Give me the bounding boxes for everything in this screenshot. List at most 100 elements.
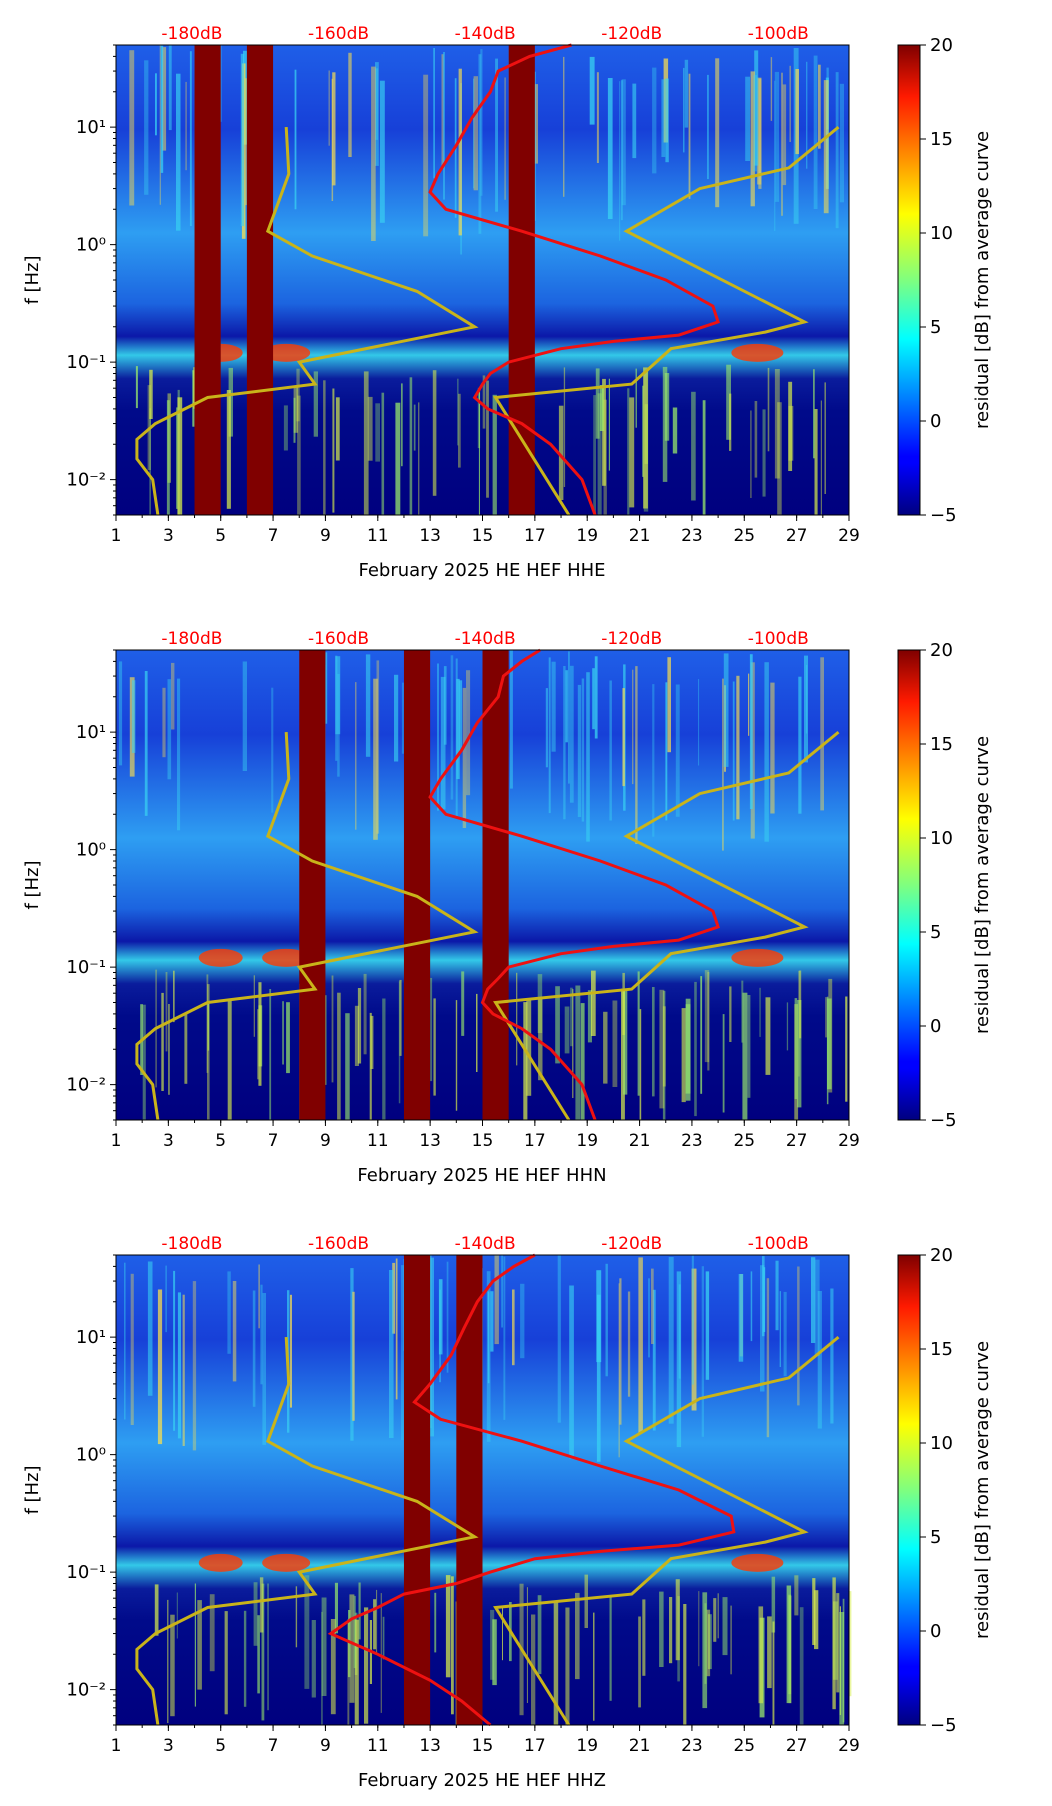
db-scale-label: -140dB — [455, 1234, 516, 1254]
texture-streak — [675, 1579, 680, 1661]
texture-streak — [375, 403, 380, 462]
texture-streak — [648, 1278, 650, 1358]
x-tick-label: 27 — [786, 526, 808, 546]
texture-streak — [662, 1006, 666, 1087]
texture-streak — [799, 1607, 804, 1725]
texture-streak — [350, 1268, 354, 1441]
texture-streak — [367, 396, 373, 461]
energy-blob — [731, 343, 784, 362]
texture-streak — [321, 1611, 323, 1725]
texture-streak — [398, 981, 401, 1104]
texture-streak — [569, 665, 574, 803]
texture-streak — [176, 1592, 178, 1639]
texture-streak — [643, 367, 648, 509]
x-tick-label: 19 — [576, 526, 598, 546]
texture-streak — [206, 974, 209, 1073]
texture-streak — [509, 650, 513, 789]
texture-streak — [603, 399, 607, 515]
texture-streak — [700, 976, 703, 1094]
energy-blob — [198, 948, 243, 967]
texture-streak — [144, 60, 149, 195]
texture-streak — [726, 364, 731, 440]
texture-streak — [478, 392, 480, 515]
texture-streak — [618, 1283, 620, 1458]
texture-streak — [363, 973, 367, 1055]
texture-streak — [621, 79, 626, 206]
texture-streak — [622, 688, 625, 787]
texture-streak — [462, 687, 467, 828]
texture-streak — [194, 1583, 196, 1707]
texture-streak — [814, 1590, 819, 1650]
texture-streak — [587, 990, 592, 1043]
texture-streak — [441, 54, 444, 167]
spectrogram-panel-hhz: 1 3 5 7 9 11 13 15 17 19 21 23 25 27 29 10⁻²10⁻¹10⁰10¹… — [22, 1234, 993, 1791]
texture-streak — [258, 1264, 260, 1329]
texture-streak — [820, 400, 822, 515]
texture-streak — [458, 680, 463, 752]
texture-streak — [440, 676, 446, 810]
texture-streak — [557, 1255, 561, 1423]
x-tick-label: 9 — [320, 1131, 331, 1151]
colorbar-tick-label: 15 — [930, 129, 953, 150]
texture-streak — [371, 66, 376, 241]
texture-streak — [170, 1614, 175, 1717]
x-tick-label: 21 — [629, 1736, 651, 1756]
texture-streak — [570, 987, 573, 1047]
texture-streak — [767, 1616, 772, 1689]
x-tick-label: 3 — [163, 526, 174, 546]
texture-streak — [799, 970, 802, 1039]
texture-streak — [267, 1583, 269, 1711]
y-tick-label: 10¹ — [76, 722, 106, 743]
texture-streak — [429, 1257, 434, 1437]
texture-streak — [243, 1610, 247, 1707]
texture-streak — [730, 1605, 732, 1675]
texture-streak — [159, 45, 161, 205]
texture-streak — [607, 78, 613, 219]
texture-streak — [632, 83, 637, 159]
colorbar-tick-label: 0 — [930, 1016, 941, 1037]
texture-streak — [451, 1576, 454, 1715]
texture-streak — [155, 73, 157, 136]
texture-streak — [762, 409, 766, 497]
texture-streak — [563, 666, 566, 820]
heatmap-area — [116, 1255, 852, 1725]
db-scale-label: -180dB — [161, 629, 222, 649]
model-curve-high — [493, 125, 840, 516]
texture-streak — [365, 654, 371, 757]
texture-streak — [694, 981, 697, 1117]
x-tick-label: 13 — [419, 1736, 441, 1756]
texture-streak — [818, 64, 821, 149]
texture-streak — [118, 661, 123, 766]
texture-streak — [832, 1577, 836, 1710]
texture-streak — [269, 989, 272, 1120]
texture-streak — [157, 1289, 163, 1445]
texture-streak — [173, 970, 175, 1023]
model-curve-low — [135, 732, 479, 1121]
texture-streak — [490, 1609, 495, 1680]
colorbar-tick-label: −5 — [930, 505, 957, 526]
texture-streak — [553, 1601, 559, 1725]
colorbar-tick-label: 0 — [930, 411, 941, 432]
texture-streak — [635, 368, 637, 428]
texture-streak — [849, 1591, 852, 1697]
texture-streak — [652, 67, 657, 174]
texture-streak — [794, 998, 798, 1099]
texture-streak — [702, 1592, 708, 1709]
texture-streak — [176, 73, 181, 231]
texture-streak — [662, 366, 668, 482]
x-tick-label: 29 — [838, 1131, 860, 1151]
texture-streak — [642, 1599, 646, 1676]
colorbar-tick-label: 10 — [930, 828, 953, 849]
colorbar-tick-label: 15 — [930, 734, 953, 755]
texture-streak — [619, 1278, 622, 1425]
x-tick-label: 27 — [786, 1131, 808, 1151]
texture-streak — [797, 1266, 800, 1406]
texture-streak — [434, 1592, 437, 1653]
colorbar-tick-label: 5 — [930, 1527, 941, 1548]
colorbar-tick-label: 5 — [930, 922, 941, 943]
texture-streak — [433, 48, 435, 179]
texture-streak — [715, 58, 720, 208]
texture-streak — [750, 1271, 753, 1342]
texture-streak — [242, 661, 247, 771]
